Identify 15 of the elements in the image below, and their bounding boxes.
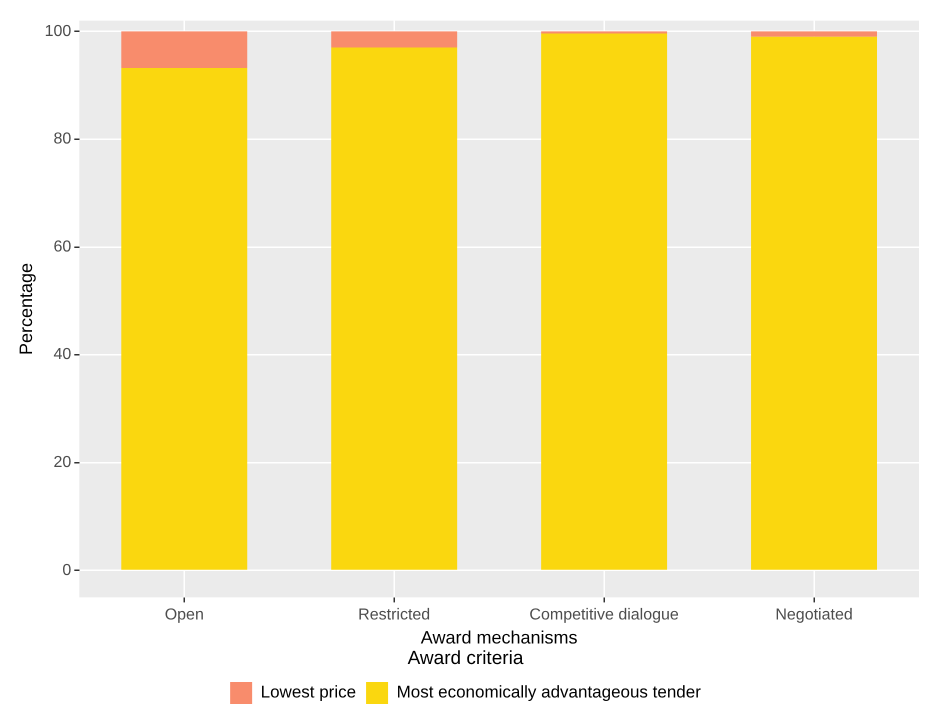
y-tick-label: 80 xyxy=(54,130,72,148)
x-tick-label: Restricted xyxy=(358,606,430,624)
x-tick-label: Competitive dialogue xyxy=(529,606,679,624)
y-tick-label: 0 xyxy=(62,562,72,579)
y-axis-title: Percentage xyxy=(16,262,36,356)
legend-label: Most economically advantageous tender xyxy=(396,682,702,702)
legend-label: Lowest price xyxy=(260,682,356,702)
x-tick-label: Negotiated xyxy=(775,606,853,624)
legend-title: Award criteria xyxy=(408,648,524,669)
y-tick-label: 20 xyxy=(54,454,72,472)
y-tick-label: 40 xyxy=(54,346,72,364)
x-axis-title: Award mechanisms xyxy=(420,627,578,648)
y-tick-label: 60 xyxy=(54,238,72,256)
y-tick-label: 100 xyxy=(44,22,72,40)
x-tick-label: Open xyxy=(164,606,204,624)
